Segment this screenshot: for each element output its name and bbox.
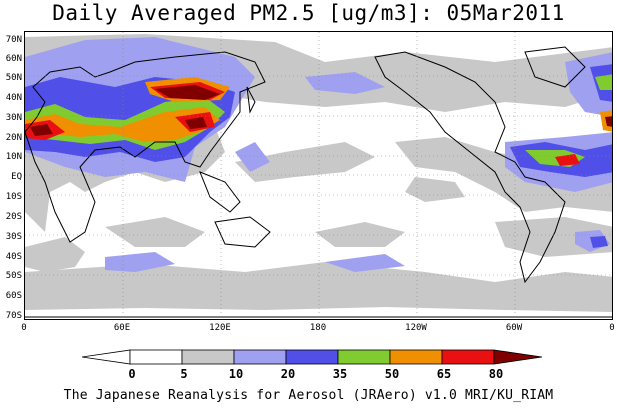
colorbar-segment-10-20	[233, 349, 287, 365]
colorbar-segment-80-plus	[493, 349, 543, 365]
lat-label-70s: 70S	[5, 311, 22, 321]
colorbar-segment-0-5	[81, 349, 131, 365]
lon-label-0-left: 0	[21, 323, 27, 333]
footer-credit: The Japanese Reanalysis for Aerosol (JRA…	[63, 388, 554, 403]
map-panel	[24, 31, 613, 320]
colorbar	[81, 349, 543, 365]
colorbar-segment-0	[129, 349, 183, 365]
lat-label-20s: 20S	[5, 212, 22, 222]
lon-label-60w: 60W	[505, 323, 523, 333]
colorbar-segment-50-65	[389, 349, 443, 365]
colorbar-segment-5-10	[181, 349, 235, 365]
colorbar-label-80: 80	[488, 367, 504, 381]
lat-label-70n: 70N	[5, 35, 22, 45]
colorbar-segment-65-80	[441, 349, 495, 365]
colorbar-label-50: 50	[384, 367, 400, 381]
lat-label-40s: 40S	[5, 252, 22, 262]
lon-label-0-right: 0	[609, 323, 615, 333]
lat-label-20n: 20N	[5, 133, 22, 143]
lon-label-180: 180	[309, 323, 327, 333]
map-title: Daily Averaged PM2.5 [ug/m3]: 05Mar2011	[52, 1, 565, 25]
lat-label-30s: 30S	[5, 232, 22, 242]
pm25-layer-80-plus	[30, 85, 612, 136]
lat-label-60s: 60S	[5, 291, 22, 301]
colorbar-segment-20-35	[285, 349, 339, 365]
lat-label-50s: 50S	[5, 271, 22, 281]
lat-label-60n: 60N	[5, 54, 22, 64]
lat-label-30n: 30N	[5, 113, 22, 123]
colorbar-label-10: 10	[228, 367, 244, 381]
lat-label-10n: 10N	[5, 152, 22, 162]
lon-label-120e: 120E	[209, 323, 231, 333]
colorbar-label-35: 35	[332, 367, 348, 381]
colorbar-label-65: 65	[436, 367, 452, 381]
colorbar-label-20: 20	[280, 367, 296, 381]
graticule	[25, 32, 612, 319]
lon-label-60e: 60E	[113, 323, 131, 333]
lat-label-50n: 50N	[5, 73, 22, 83]
lat-label-eq: EQ	[11, 172, 22, 182]
lat-label-40n: 40N	[5, 93, 22, 103]
lat-label-10s: 10S	[5, 192, 22, 202]
pm25-field	[25, 32, 612, 319]
colorbar-segment-35-50	[337, 349, 391, 365]
colorbar-label-0: 0	[128, 367, 136, 381]
colorbar-label-5: 5	[180, 367, 188, 381]
lon-label-120w: 120W	[405, 323, 427, 333]
